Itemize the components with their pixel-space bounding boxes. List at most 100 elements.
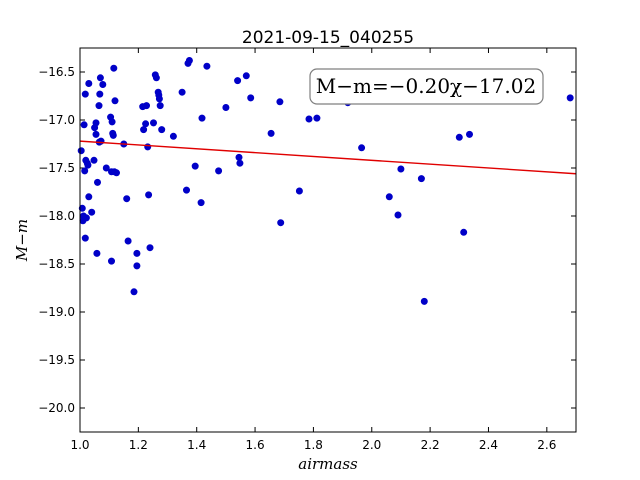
data-point	[143, 102, 151, 110]
data-point	[133, 262, 141, 270]
data-point	[133, 249, 141, 257]
data-point	[455, 133, 463, 141]
data-point	[156, 102, 164, 110]
data-point	[277, 219, 285, 227]
y-tick-label: −17.0	[38, 113, 75, 127]
y-tick-label: −19.5	[38, 353, 75, 367]
data-point	[92, 130, 100, 138]
data-point	[82, 214, 90, 222]
data-point	[313, 114, 321, 122]
data-point	[150, 119, 158, 127]
data-point	[158, 126, 166, 134]
data-point	[81, 167, 89, 175]
data-point	[96, 74, 104, 82]
data-point	[295, 187, 303, 195]
data-point	[566, 94, 574, 102]
data-point	[92, 119, 100, 127]
data-point	[234, 77, 242, 85]
x-tick-label: 2.6	[537, 438, 556, 452]
fit-annotation-box: M−m=−0.20χ−17.02	[309, 68, 544, 105]
data-point	[77, 147, 85, 155]
data-point	[93, 249, 101, 257]
data-point	[81, 90, 89, 98]
data-point	[96, 90, 104, 98]
y-tick-label: −18.5	[38, 257, 75, 271]
data-point	[95, 102, 103, 110]
x-axis-ticks: 1.0 1.2 1.4 1.6 1.8 2.0 2.2 2.4 2.6	[70, 48, 556, 452]
x-tick-label: 1.6	[246, 438, 265, 452]
y-tick-label: −16.5	[38, 65, 75, 79]
x-tick-label: 2.4	[479, 438, 498, 452]
data-point	[144, 143, 152, 151]
data-point	[108, 118, 116, 126]
y-axis-label: M−m	[13, 219, 31, 262]
data-point	[155, 95, 163, 103]
data-point	[152, 74, 160, 82]
x-tick-label: 1.2	[129, 438, 148, 452]
data-point	[80, 121, 88, 129]
data-point	[276, 98, 284, 106]
y-tick-label: −17.5	[38, 161, 75, 175]
data-point	[88, 208, 96, 216]
data-point	[397, 165, 405, 173]
data-point	[99, 81, 107, 89]
data-point	[94, 178, 102, 186]
data-point	[113, 169, 121, 177]
data-point	[235, 153, 243, 161]
data-point	[111, 97, 119, 105]
data-point	[185, 56, 193, 64]
x-tick-label: 2.2	[421, 438, 440, 452]
x-tick-label: 1.8	[304, 438, 323, 452]
x-tick-label: 1.0	[70, 438, 89, 452]
data-point	[124, 237, 132, 245]
x-tick-label: 1.4	[187, 438, 206, 452]
data-point	[242, 72, 250, 80]
data-point	[108, 257, 116, 265]
plot-frame	[79, 47, 577, 433]
data-point	[183, 186, 191, 194]
y-tick-label: −18.0	[38, 209, 75, 223]
data-point	[420, 297, 428, 305]
data-point	[123, 195, 131, 203]
fit-annotation: M−m=−0.20χ−17.02	[316, 74, 536, 98]
data-point	[142, 120, 150, 128]
data-point	[102, 164, 110, 172]
x-tick-label: 2.0	[362, 438, 381, 452]
data-point	[81, 234, 89, 242]
data-point	[305, 115, 313, 123]
data-point	[78, 204, 86, 212]
data-point	[109, 131, 117, 139]
y-tick-label: −19.0	[38, 305, 75, 319]
data-point	[145, 191, 153, 199]
y-tick-label: −20.0	[38, 401, 75, 415]
data-point	[140, 126, 148, 134]
data-point	[215, 167, 223, 175]
data-point	[247, 94, 255, 102]
data-point	[267, 129, 275, 137]
chart-title: 2021-09-15_040255	[242, 28, 414, 48]
x-axis-label: airmass	[298, 455, 358, 473]
plot-area	[80, 48, 576, 432]
data-point	[85, 80, 93, 88]
data-point	[84, 161, 92, 169]
data-point	[198, 114, 206, 122]
data-point	[191, 162, 199, 170]
data-point	[110, 64, 118, 72]
data-point	[385, 193, 393, 201]
data-point	[197, 199, 205, 207]
data-point	[465, 130, 473, 138]
data-point	[90, 156, 98, 164]
data-point	[222, 104, 230, 112]
data-point	[358, 144, 366, 152]
data-point	[169, 132, 177, 140]
data-point	[85, 193, 93, 201]
data-point	[236, 159, 244, 167]
y-axis-ticks: −16.5 −17.0 −17.5 −18.0 −18.5 −19.0 −19.5 −20.0	[38, 65, 576, 415]
data-point	[394, 211, 402, 219]
data-point	[178, 88, 186, 96]
data-points	[77, 56, 574, 305]
data-point	[146, 244, 154, 252]
data-point	[130, 288, 138, 296]
data-point	[460, 228, 468, 236]
